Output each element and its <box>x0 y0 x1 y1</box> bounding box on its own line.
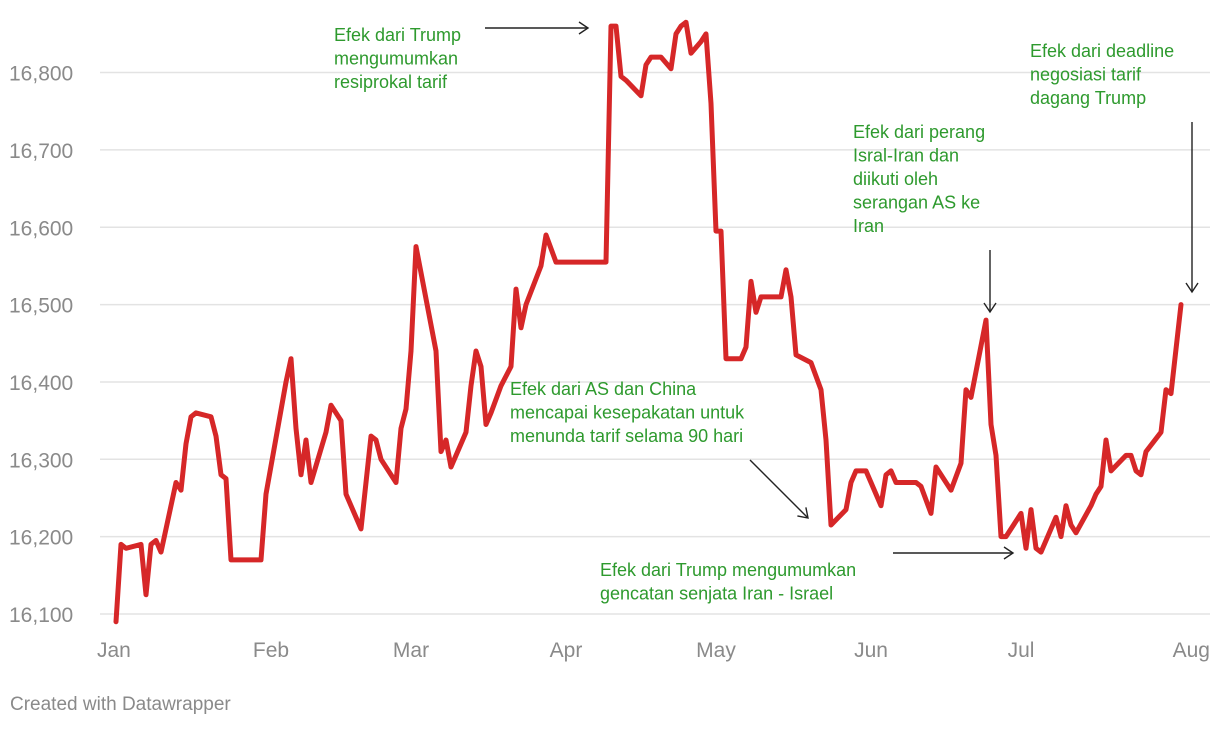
annotation-arrow <box>749 459 809 519</box>
y-tick-label: 16,400 <box>9 372 73 395</box>
annotation-arrow <box>893 546 1015 560</box>
annotation-arrow <box>485 21 590 35</box>
annotation-iran-israel-ceasefire: Efek dari Trump mengumumkan gencatan senj… <box>600 560 856 604</box>
y-tick-label: 16,100 <box>9 604 73 627</box>
annotation-line: gencatan senjata Iran - Israel <box>600 584 833 604</box>
x-tick-label: Aug <box>1173 639 1210 662</box>
y-tick-label: 16,500 <box>9 295 73 318</box>
annotation-line: dagang Trump <box>1030 88 1146 108</box>
annotation-line: Efek dari perang <box>853 122 985 142</box>
annotation-line: Efek dari deadline <box>1030 41 1174 61</box>
annotation-line: Efek dari Trump <box>334 25 461 45</box>
x-tick-label: Jul <box>1008 639 1035 662</box>
annotation-line: mencapai kesepakatan untuk <box>510 403 745 423</box>
y-tick-label: 16,300 <box>9 449 73 472</box>
credit-footer: Created with Datawrapper <box>10 694 231 715</box>
annotation-tariff-deadline: Efek dari deadline negosiasi tarif dagang … <box>1030 41 1174 108</box>
annotation-line: Iran <box>853 216 884 236</box>
x-tick-label: Jan <box>97 639 131 662</box>
annotation-us-china-agreement: Efek dari AS dan China mencapai kesepakat… <box>510 379 745 446</box>
annotation-arrow <box>983 250 997 314</box>
annotation-israel-iran-war: Efek dari perang Isral-Iran dan diikuti ol… <box>853 122 985 236</box>
x-axis-ticks: Jan Feb Mar Apr May Jun Jul Aug <box>97 639 1210 662</box>
annotation-line: Efek dari Trump mengumumkan <box>600 560 856 580</box>
x-tick-label: Mar <box>393 639 429 662</box>
annotation-line: resiprokal tarif <box>334 72 448 92</box>
annotation-line: Isral-Iran dan <box>853 146 959 166</box>
x-tick-label: May <box>696 639 736 662</box>
series-line <box>113 19 1184 625</box>
annotation-trump-reciprocal-tariff: Efek dari Trump mengumumkan resiprokal tar… <box>334 25 461 92</box>
series-line-path <box>113 19 1184 625</box>
annotation-arrow <box>1185 122 1199 294</box>
y-tick-label: 16,800 <box>9 63 73 86</box>
annotations: Efek dari Trump mengumumkan resiprokal tar… <box>334 21 1199 604</box>
annotation-line: diikuti oleh <box>853 169 938 189</box>
y-tick-label: 16,600 <box>9 217 73 240</box>
annotation-line: serangan AS ke <box>853 193 980 213</box>
x-tick-label: Apr <box>550 639 583 662</box>
annotation-line: mengumumkan <box>334 49 458 69</box>
x-tick-label: Jun <box>854 639 888 662</box>
y-tick-label: 16,700 <box>9 140 73 163</box>
y-tick-label: 16,200 <box>9 527 73 550</box>
annotation-line: negosiasi tarif <box>1030 65 1142 85</box>
y-axis-ticks: 16,100 16,200 16,300 16,400 16,500 16,600 16,7… <box>9 63 73 627</box>
annotation-line: Efek dari AS dan China <box>510 379 697 399</box>
annotation-line: menunda tarif selama 90 hari <box>510 426 743 446</box>
gridlines <box>100 71 1210 615</box>
x-tick-label: Feb <box>253 639 289 662</box>
